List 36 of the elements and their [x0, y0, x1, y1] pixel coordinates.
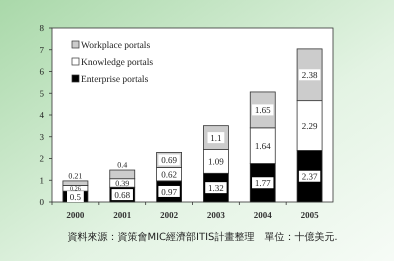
- data-label: 0.5: [70, 192, 82, 202]
- legend-label: Knowledge portals: [81, 58, 154, 68]
- x-tick-label: 2003: [206, 210, 226, 220]
- data-label: 0.62: [161, 169, 177, 180]
- data-label: 1.1: [210, 132, 222, 143]
- data-label: 1.32: [208, 182, 224, 193]
- data-label: 0.21: [68, 171, 82, 180]
- y-tick-label: 1: [40, 175, 44, 186]
- source-note: 資料來源：資策會MIC經濟部ITIS計畫整理 單位：十億美元.: [67, 231, 338, 243]
- y-tick-label: 0: [40, 197, 44, 207]
- data-label: 1.09: [208, 156, 224, 167]
- y-tick-label: 5: [40, 88, 44, 98]
- legend-label: Enterprise portals: [81, 75, 149, 85]
- x-tick-label: 2001: [113, 210, 132, 220]
- data-label: 1.77: [254, 178, 272, 188]
- data-label: 0.4: [117, 160, 128, 170]
- y-tick-label: 2: [40, 154, 44, 164]
- y-tick-label: 7: [40, 44, 44, 55]
- x-tick-label: 2002: [160, 210, 179, 220]
- data-label: 2.29: [302, 120, 318, 131]
- data-label: 2.38: [302, 70, 318, 80]
- data-label: 0.39: [115, 178, 130, 188]
- x-tick-label: 2005: [300, 210, 320, 220]
- y-tick-label: 8: [40, 23, 44, 33]
- x-tick-label: 2004: [254, 210, 272, 220]
- legend-label: Workplace portals: [81, 41, 150, 51]
- y-tick-label: 6: [40, 66, 44, 76]
- y-tick-label: 3: [40, 132, 44, 142]
- y-tick-label: 4: [40, 110, 44, 120]
- data-label: 1.64: [254, 140, 272, 151]
- data-label: 2.37: [302, 172, 318, 182]
- data-label: 0.68: [114, 190, 131, 200]
- x-tick-label: 2000: [66, 210, 85, 220]
- data-label: 1.65: [254, 105, 272, 116]
- data-label: 0.97: [161, 186, 178, 197]
- data-label: 0.69: [161, 155, 178, 166]
